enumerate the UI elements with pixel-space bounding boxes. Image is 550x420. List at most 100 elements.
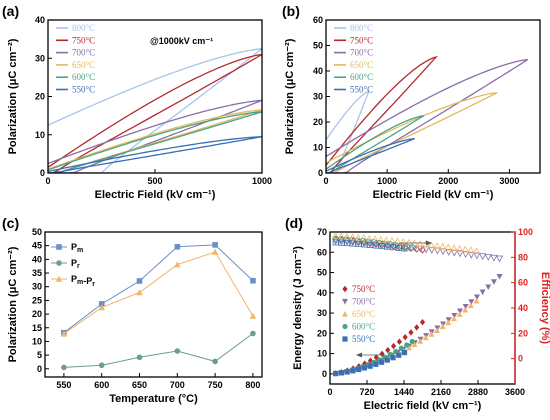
x-tick-label: 0 (327, 387, 332, 397)
x-tick-label: 700 (170, 380, 185, 390)
legend-marker (342, 285, 348, 293)
energy-point-650°C (434, 327, 441, 333)
panel-label: (b) (282, 3, 300, 19)
energy-point-600°C (409, 338, 415, 345)
efficiency-point-650°C (416, 240, 424, 247)
efficiency-point-550°C (401, 245, 408, 252)
series-line-Pm (63, 244, 254, 334)
efficiency-point-700°C (439, 248, 447, 256)
x-axis-label: Electric Field (kV cm⁻¹) (373, 189, 494, 201)
efficiency-point-650°C (382, 236, 390, 244)
data-point-Pr (212, 358, 218, 365)
y-tick-label: 15 (32, 323, 42, 333)
energy-point-650°C (473, 297, 480, 304)
series-line-Pm-Pr (63, 251, 254, 335)
energy-point-550°C (367, 363, 373, 369)
y-tick-label: 0 (37, 364, 42, 374)
efficiency-point-650°C (371, 235, 379, 243)
legend-label-sub: m (77, 279, 83, 286)
efficiency-point-550°C (361, 241, 368, 248)
efficiency-point-550°C (344, 240, 351, 247)
y-tick-label: 10 (35, 130, 45, 140)
y-tick-label: 10 (317, 349, 327, 359)
legend-label: 600°C (72, 72, 95, 82)
loop-curve-650°C (326, 92, 498, 173)
legend-label: 600°C (352, 322, 375, 332)
panel-label: (d) (285, 215, 303, 231)
energy-point-600°C (398, 345, 404, 351)
legend-label: 650°C (350, 60, 373, 70)
loop-curve-550°C (326, 137, 415, 173)
energy-point-750°C (390, 342, 397, 350)
efficiency-point-700°C (422, 246, 430, 254)
efficiency-point-550°C (378, 243, 385, 250)
energy-point-650°C (428, 331, 435, 337)
efficiency-point-550°C (338, 239, 345, 246)
x-axis-label: Temperature (°C) (109, 393, 198, 405)
y-tick-label: 0 (40, 168, 45, 178)
efficiency-point-700°C (445, 249, 453, 256)
x-tick-label: 2160 (431, 387, 451, 397)
energy-point-650°C (439, 323, 446, 330)
legend-marker (55, 275, 63, 282)
y-axis-label: Energy density (J cm⁻³) (292, 246, 304, 370)
energy-point-700°C (462, 303, 469, 310)
legend-label: 700°C (72, 48, 95, 58)
efficiency-arrowhead (426, 240, 432, 246)
energy-point-550°C (384, 357, 390, 363)
efficiency-point-650°C (331, 232, 340, 240)
legend-label: 650°C (72, 60, 95, 70)
x-axis-label: Electric Field (kV cm⁻¹) (95, 189, 216, 201)
y2-tick-label: 100 (518, 227, 533, 237)
efficiency-point-600°C (409, 244, 416, 251)
panel-label: (a) (2, 3, 19, 19)
efficiency-point-700°C (495, 255, 504, 263)
data-point-Pm-Pr (249, 312, 257, 319)
legend-label: Pm (71, 242, 83, 254)
legend-label-main: P (71, 242, 77, 252)
legend-label: 750°C (352, 284, 375, 294)
efficiency-point-650°C (354, 233, 362, 241)
x-tick-label: 550 (56, 380, 71, 390)
y-tick-label: 50 (313, 41, 323, 51)
x-tick-label: 500 (147, 176, 162, 186)
loop-curve-700°C (326, 58, 529, 173)
efficiency-point-650°C (348, 233, 357, 241)
y-tick-label: 45 (32, 241, 42, 251)
efficiency-point-650°C (365, 234, 374, 242)
series-line-Pr (63, 333, 254, 368)
energy-point-550°C (378, 359, 385, 365)
efficiency-point-700°C (456, 250, 464, 258)
x-tick-label: 0 (45, 176, 50, 186)
efficiency-point-700°C (473, 252, 481, 260)
efficiency-point-650°C (393, 237, 402, 245)
y-tick-label: 60 (313, 15, 323, 25)
x-tick-label: 3000 (499, 176, 519, 186)
legend-label-sub: m (77, 247, 83, 254)
energy-point-650°C (405, 344, 412, 351)
x-tick-label: 650 (132, 380, 147, 390)
legend-label: 600°C (350, 72, 373, 82)
y2-tick-label: 80 (518, 252, 528, 262)
efficiency-point-650°C (455, 244, 464, 252)
data-point-Pm (174, 243, 181, 250)
energy-point-550°C (361, 365, 367, 371)
efficiency-point-550°C (384, 243, 391, 250)
legend-label-sep: - (83, 276, 86, 286)
y-tick-label: 40 (317, 288, 327, 298)
efficiency-point-650°C (438, 242, 447, 250)
legend-label-sub: r (92, 281, 95, 288)
x-tick-label: 1000 (377, 176, 397, 186)
panel-label: (c) (2, 215, 19, 231)
y-tick-label: 5 (37, 350, 42, 360)
x-tick-label: 2880 (468, 387, 488, 397)
y-tick-label: 60 (317, 247, 327, 257)
y-tick-label: 50 (32, 227, 42, 237)
energy-arrowhead (356, 352, 362, 358)
x-tick-label: 720 (359, 387, 374, 397)
x-tick-label: 750 (208, 380, 223, 390)
energy-point-750°C (385, 346, 391, 354)
data-point-Pr (61, 364, 67, 371)
loop-curve-550°C (48, 136, 262, 173)
data-point-Pm (212, 242, 218, 248)
